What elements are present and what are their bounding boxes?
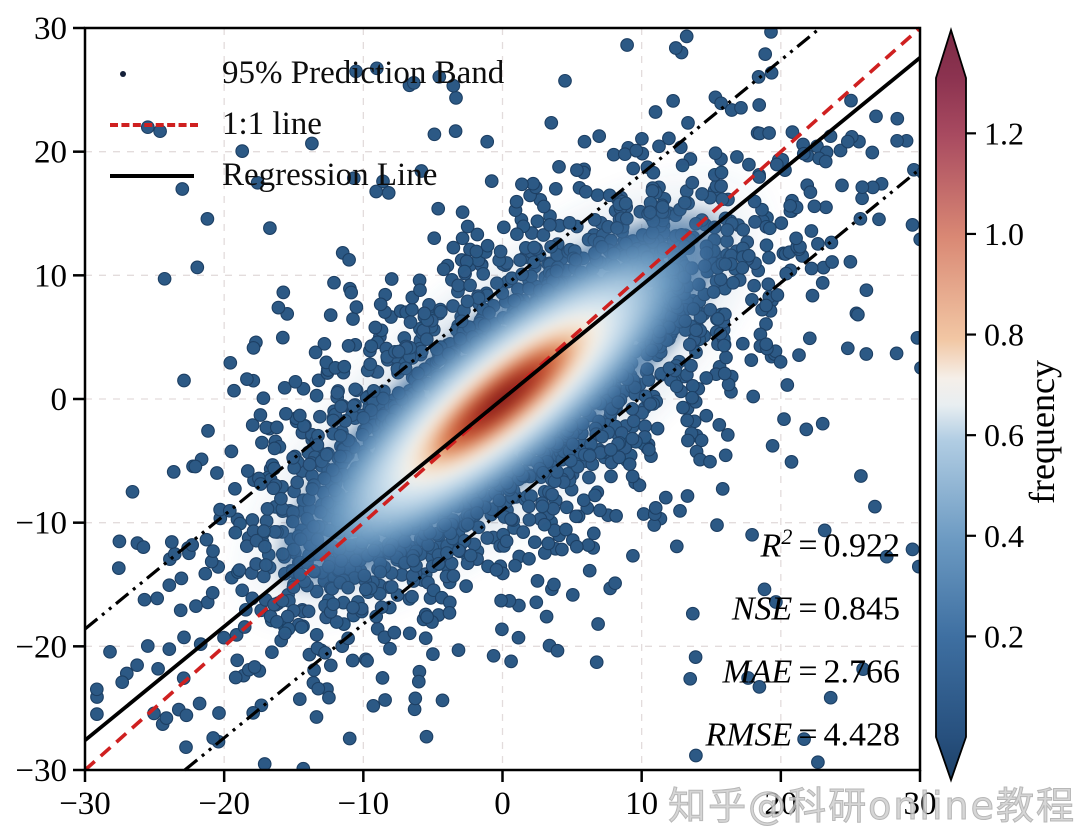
colorbar-tick-label: 0.8 [984,317,1024,353]
x-tick-label: −20 [198,786,250,822]
stats-annotations: R2 = 0.922 NSE = 0.845 MAE = 2.766 RMSE = 4.428 [705,505,900,757]
x-tick-label: −10 [338,786,390,822]
prediction-band-upper-line [83,26,822,631]
regression-line [83,56,922,742]
watermark: 知乎@科研online教程 [668,784,1076,829]
stat-mae: MAE = 2.766 [722,653,900,691]
y-tick-label: 20 [34,135,67,171]
colorbar-tick-label: 0.6 [984,417,1024,453]
legend-item-regression: Regression Line [108,150,504,201]
x-tick-label: 10 [625,786,658,822]
prediction-band-marker-icon [108,70,200,77]
colorbar-axis-label: frequency [1022,360,1062,504]
legend-label: 1:1 line [222,106,322,142]
legend: 95% Prediction Band 1:1 line Regression … [108,48,504,201]
x-tick-label: −30 [59,786,111,822]
stat-r2: R2 = 0.922 [760,524,900,565]
y-tick-label: −30 [15,753,67,789]
regression-line-marker-icon [108,173,200,178]
colorbar: 1.2 1.0 0.8 0.6 0.4 0.2 [935,26,1024,783]
x-tick-label: 20 [764,786,797,822]
stat-nse: NSE = 0.845 [731,590,900,628]
colorbar-bar [935,26,967,783]
legend-item-prediction-band: 95% Prediction Band [108,48,504,99]
colorbar-tick-label: 1.0 [984,216,1024,252]
x-tick-label: 0 [494,786,511,822]
colorbar-tick-label: 0.4 [984,518,1024,554]
one-to-one-line-marker-icon [108,122,200,127]
colorbar-tick-label: 1.2 [984,115,1024,151]
legend-item-one-to-one: 1:1 line [108,99,504,150]
axis-tick-labels: −30 −20 −10 0 10 20 30 30 20 10 0 −10 −20 −30 [15,11,936,822]
y-tick-label: 30 [34,11,67,47]
prediction-band-lower-line [183,167,922,772]
x-tick-label: 30 [904,786,937,822]
axis-ticks [73,26,922,782]
legend-label: 95% Prediction Band [222,55,505,91]
y-tick-label: −10 [15,506,67,542]
y-tick-label: 10 [34,258,67,294]
y-tick-label: −20 [15,629,67,665]
stat-rmse: RMSE = 4.428 [705,716,900,754]
colorbar-tick-label: 0.2 [984,618,1024,654]
legend-label: Regression Line [222,157,438,193]
y-tick-label: 0 [51,382,68,418]
